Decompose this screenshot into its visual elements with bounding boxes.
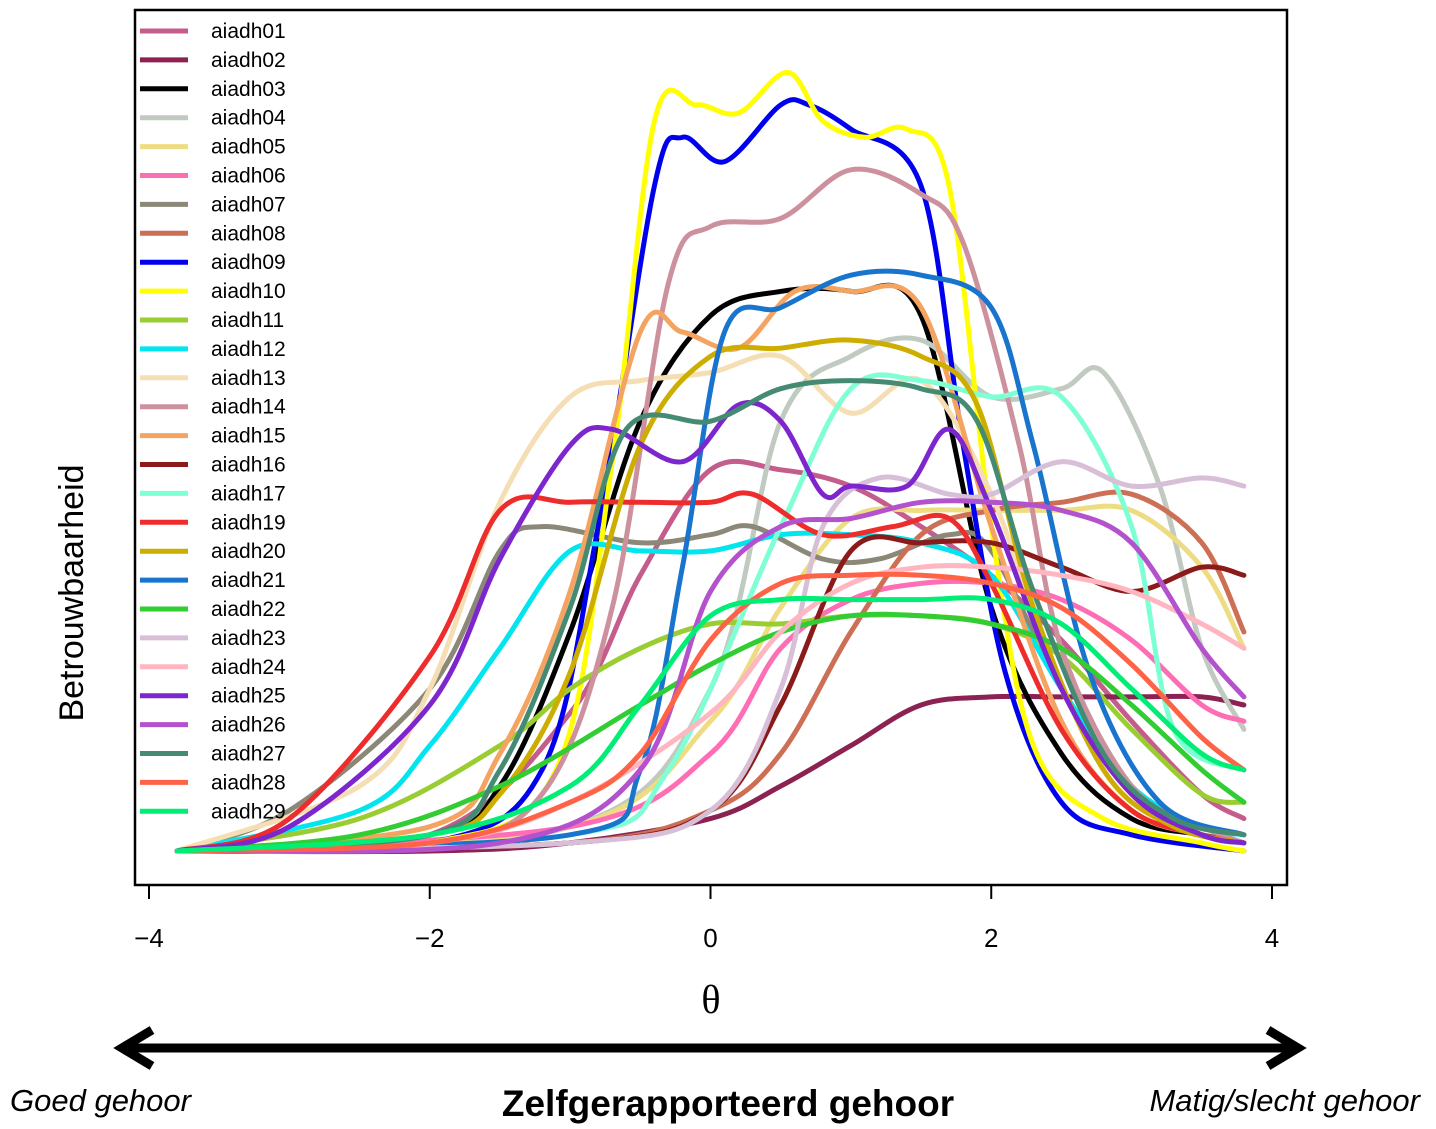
- legend-label-aiadh26: aiadh26: [211, 714, 286, 737]
- legend-label-aiadh17: aiadh17: [211, 482, 286, 505]
- series-line-aiadh11: [174, 612, 1247, 854]
- legend-label-aiadh12: aiadh12: [211, 338, 286, 361]
- series-line-aiadh09: [174, 97, 1247, 854]
- legend-label-aiadh07: aiadh07: [211, 193, 286, 216]
- x-tick-label: −4: [134, 923, 164, 953]
- legend-label-aiadh13: aiadh13: [211, 367, 286, 390]
- series-line-aiadh29: [174, 595, 1247, 854]
- plot-area: aiadh01 aiadh02 aiadh03 aiadh04 aiadh05 aiadh…: [133, 8, 1289, 887]
- x-tick-label: 0: [703, 923, 717, 953]
- legend-label-aiadh14: aiadh14: [211, 396, 286, 419]
- series-line-aiadh02: [174, 693, 1247, 855]
- legend-label-aiadh05: aiadh05: [211, 136, 286, 159]
- legend-label-aiadh22: aiadh22: [211, 598, 286, 621]
- x-tick-label: −2: [415, 923, 445, 953]
- legend-label-aiadh01: aiadh01: [211, 20, 286, 43]
- series-line-aiadh15: [174, 283, 1247, 854]
- legend-label-aiadh09: aiadh09: [211, 251, 286, 274]
- legend-label-aiadh03: aiadh03: [211, 78, 286, 101]
- legend-label-aiadh19: aiadh19: [211, 511, 286, 534]
- legend-label-aiadh24: aiadh24: [211, 656, 286, 679]
- legend-label-aiadh28: aiadh28: [211, 771, 286, 794]
- caption-left: Goed gehoor: [10, 1083, 191, 1118]
- legend-label-aiadh08: aiadh08: [211, 222, 286, 245]
- legend-label-aiadh02: aiadh02: [211, 49, 286, 72]
- x-axis-label: θ: [701, 977, 720, 1022]
- series-line-aiadh25: [174, 400, 1247, 854]
- series-line-aiadh27: [174, 378, 1247, 854]
- arrow-head-left: [113, 1026, 155, 1070]
- arrow-head-right: [1265, 1026, 1307, 1070]
- legend-label-aiadh10: aiadh10: [211, 280, 286, 303]
- series-line-aiadh28: [174, 571, 1247, 854]
- double-arrow: [113, 1026, 1307, 1070]
- legend-label-aiadh20: aiadh20: [211, 540, 286, 563]
- legend-label-aiadh16: aiadh16: [211, 454, 286, 477]
- legend-label-aiadh25: aiadh25: [211, 685, 286, 708]
- x-tick-label: 4: [1265, 923, 1279, 953]
- legend-label-aiadh11: aiadh11: [211, 309, 284, 332]
- series-line-aiadh10: [174, 69, 1247, 854]
- legend-label-aiadh23: aiadh23: [211, 627, 286, 650]
- legend-label-aiadh04: aiadh04: [211, 107, 286, 130]
- legend-label-aiadh06: aiadh06: [211, 165, 286, 188]
- series-line-aiadh21: [174, 268, 1247, 854]
- legend-label-aiadh27: aiadh27: [211, 743, 286, 766]
- x-axis: −4 −2 0 2 4: [134, 884, 1279, 953]
- caption-right: Matig/slecht gehoor: [1149, 1083, 1420, 1118]
- legend: aiadh01 aiadh02 aiadh03 aiadh04 aiadh05 aiadh…: [140, 20, 286, 823]
- y-axis-label: Betrouwbaarheid: [53, 464, 91, 721]
- series-line-aiadh19: [174, 490, 1247, 854]
- series-line-aiadh23: [174, 459, 1247, 854]
- legend-label-aiadh29: aiadh29: [211, 800, 286, 823]
- series-layer: [174, 69, 1247, 855]
- series-line-aiadh22: [174, 611, 1247, 854]
- series-line-aiadh14: [174, 166, 1247, 854]
- legend-label-aiadh21: aiadh21: [211, 569, 286, 592]
- series-line-aiadh26: [174, 498, 1247, 855]
- caption-center: Zelfgerapporteerd gehoor: [501, 1083, 955, 1124]
- x-tick-label: 2: [984, 923, 998, 953]
- legend-label-aiadh15: aiadh15: [211, 425, 286, 448]
